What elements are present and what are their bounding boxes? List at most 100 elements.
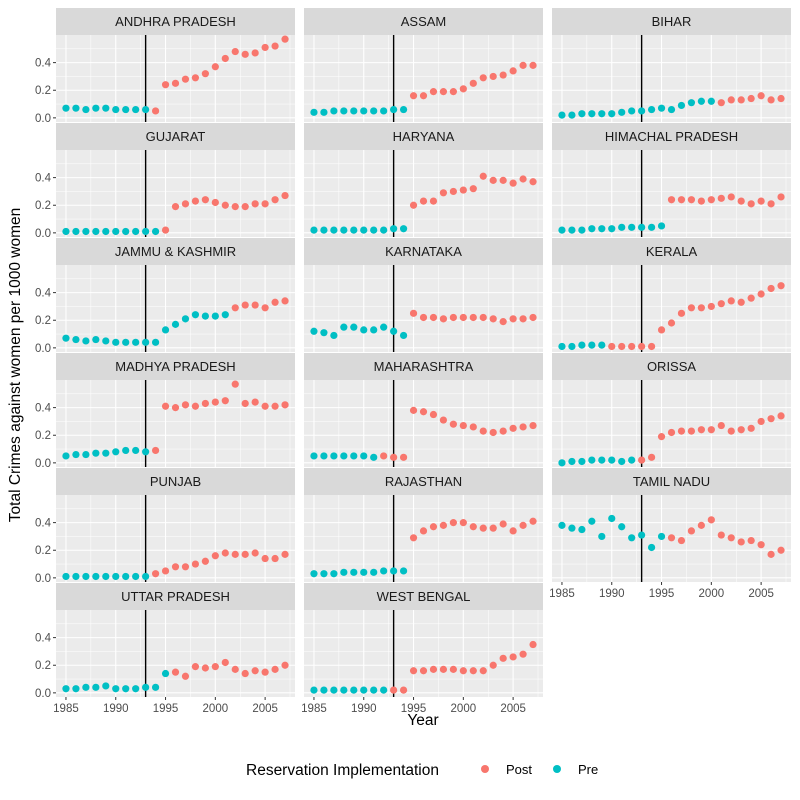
point-himachal-pradesh-1992-pre <box>628 223 636 231</box>
point-himachal-pradesh-1996-post <box>667 196 676 204</box>
point-uttar-pradesh-2002-post <box>231 665 239 673</box>
point-west-bengal-2002-post <box>479 667 487 675</box>
point-punjab-1999-post <box>201 557 209 565</box>
strip-maharashtra <box>304 353 543 380</box>
point-himachal-pradesh-1987-pre <box>578 226 586 234</box>
point-kerala-1990-post <box>608 342 616 351</box>
point-maharashtra-2000-post <box>459 421 467 430</box>
point-bihar-1985-pre <box>558 111 566 119</box>
point-gujarat-1997-post <box>181 200 190 208</box>
point-maharashtra-2002-post <box>479 427 487 435</box>
y-tick-label: 0.2 <box>35 545 51 557</box>
point-haryana-1986-pre <box>320 226 328 234</box>
panel-kerala: KERALA <box>552 238 791 352</box>
point-orissa-2003-post <box>737 426 745 434</box>
point-maharashtra-1995-post <box>409 406 418 414</box>
point-karnataka-2002-post <box>479 313 487 322</box>
point-bihar-2006-post <box>767 96 775 104</box>
point-gujarat-1986-pre <box>72 227 80 236</box>
strip-label-kerala: KERALA <box>646 244 698 259</box>
point-uttar-pradesh-1992-pre <box>132 685 140 693</box>
strip-label-uttar-pradesh: UTTAR PRADESH <box>121 589 230 604</box>
point-karnataka-1994-pre <box>399 331 408 340</box>
point-bihar-1991-pre <box>618 108 626 116</box>
point-uttar-pradesh-1995-pre <box>161 669 170 678</box>
point-bihar-1994-pre <box>647 105 656 114</box>
point-orissa-1992-pre <box>628 456 636 464</box>
plot-area-maharashtra <box>304 380 543 467</box>
point-assam-1997-post <box>429 88 438 96</box>
point-haryana-2002-post <box>479 172 487 180</box>
point-west-bengal-2004-post <box>499 654 507 662</box>
point-punjab-1988-pre <box>92 572 100 581</box>
point-jammu-kashmir-1986-pre <box>72 335 80 344</box>
point-assam-2002-post <box>479 74 487 82</box>
y-tick-label: 0.0 <box>35 573 51 585</box>
point-kerala-1996-post <box>667 319 676 327</box>
y-tick-label: 0.4 <box>35 633 52 645</box>
point-west-bengal-1997-post <box>429 665 438 673</box>
point-maharashtra-1987-pre <box>330 452 338 460</box>
strip-label-assam: ASSAM <box>401 14 447 29</box>
point-maharashtra-2001-post <box>469 423 477 431</box>
point-jammu-kashmir-1994-pre <box>151 338 160 346</box>
point-rajasthan-1988-pre <box>340 568 348 576</box>
strip-rajasthan <box>304 468 543 495</box>
point-kerala-2006-post <box>767 284 775 293</box>
y-tick-label: 0.0 <box>35 343 51 355</box>
point-bihar-2004-post <box>747 94 755 103</box>
point-orissa-1986-pre <box>568 457 576 466</box>
panel-uttar-pradesh: UTTAR PRADESH 0.0 0.2 0.4 1985 1990 1995 2000 20… <box>35 583 295 715</box>
point-bihar-1996-pre <box>667 105 676 114</box>
point-andhra-pradesh-1989-pre <box>102 104 110 112</box>
point-maharashtra-2006-post <box>519 423 527 431</box>
point-orissa-1989-pre <box>598 456 606 464</box>
panel-himachal-pradesh: HIMACHAL PRADESH <box>552 123 791 237</box>
point-madhya-pradesh-1986-pre <box>72 450 80 459</box>
point-karnataka-2006-post <box>519 315 527 323</box>
strip-himachal-pradesh <box>552 123 791 150</box>
point-madhya-pradesh-1987-pre <box>82 450 90 459</box>
point-tamil-nadu-1994-pre <box>647 543 656 552</box>
point-bihar-1988-pre <box>588 110 596 118</box>
point-haryana-2005-post <box>509 179 517 187</box>
point-gujarat-1993-pre <box>142 227 150 236</box>
point-rajasthan-1987-pre <box>330 570 338 578</box>
strip-label-himachal-pradesh: HIMACHAL PRADESH <box>605 129 738 144</box>
point-rajasthan-2007-post <box>529 517 537 525</box>
point-gujarat-1987-pre <box>82 227 90 236</box>
point-karnataka-1995-post <box>409 309 418 317</box>
point-tamil-nadu-1986-pre <box>568 524 576 532</box>
strip-gujarat <box>56 123 295 150</box>
y-tick-label: 0.4 <box>35 288 52 300</box>
point-madhya-pradesh-1991-pre <box>122 446 130 455</box>
point-kerala-2000-post <box>707 302 715 311</box>
point-orissa-1998-post <box>687 427 696 435</box>
point-himachal-pradesh-2003-post <box>737 197 745 205</box>
point-gujarat-1985-pre <box>62 227 70 236</box>
panel-jammu-kashmir: JAMMU & KASHMIR 0.0 0.2 0.4 <box>35 238 295 355</box>
point-gujarat-1996-post <box>171 203 180 211</box>
point-tamil-nadu-1992-pre <box>628 534 636 542</box>
point-andhra-pradesh-1997-post <box>181 75 190 83</box>
point-bihar-1995-pre <box>657 104 666 112</box>
point-karnataka-1988-pre <box>340 323 348 331</box>
point-himachal-pradesh-1990-pre <box>608 225 616 233</box>
point-haryana-1987-pre <box>330 226 338 234</box>
point-tamil-nadu-2003-post <box>737 538 745 546</box>
point-gujarat-1998-post <box>191 197 200 205</box>
point-gujarat-1999-post <box>201 196 209 204</box>
x-tick-label: 1985 <box>301 703 327 715</box>
point-gujarat-1992-pre <box>132 227 140 236</box>
point-gujarat-1989-pre <box>102 227 110 236</box>
point-jammu-kashmir-2005-post <box>261 304 269 312</box>
point-kerala-1986-pre <box>568 342 576 351</box>
point-rajasthan-1986-pre <box>320 570 328 578</box>
point-madhya-pradesh-2004-post <box>251 398 259 406</box>
x-tick-label: 2005 <box>748 588 774 600</box>
point-assam-2005-post <box>509 67 517 75</box>
point-gujarat-1994-pre <box>151 227 160 236</box>
x-tick-label: 1990 <box>599 588 625 600</box>
point-west-bengal-1996-post <box>419 667 428 675</box>
point-bihar-1998-pre <box>687 99 696 107</box>
